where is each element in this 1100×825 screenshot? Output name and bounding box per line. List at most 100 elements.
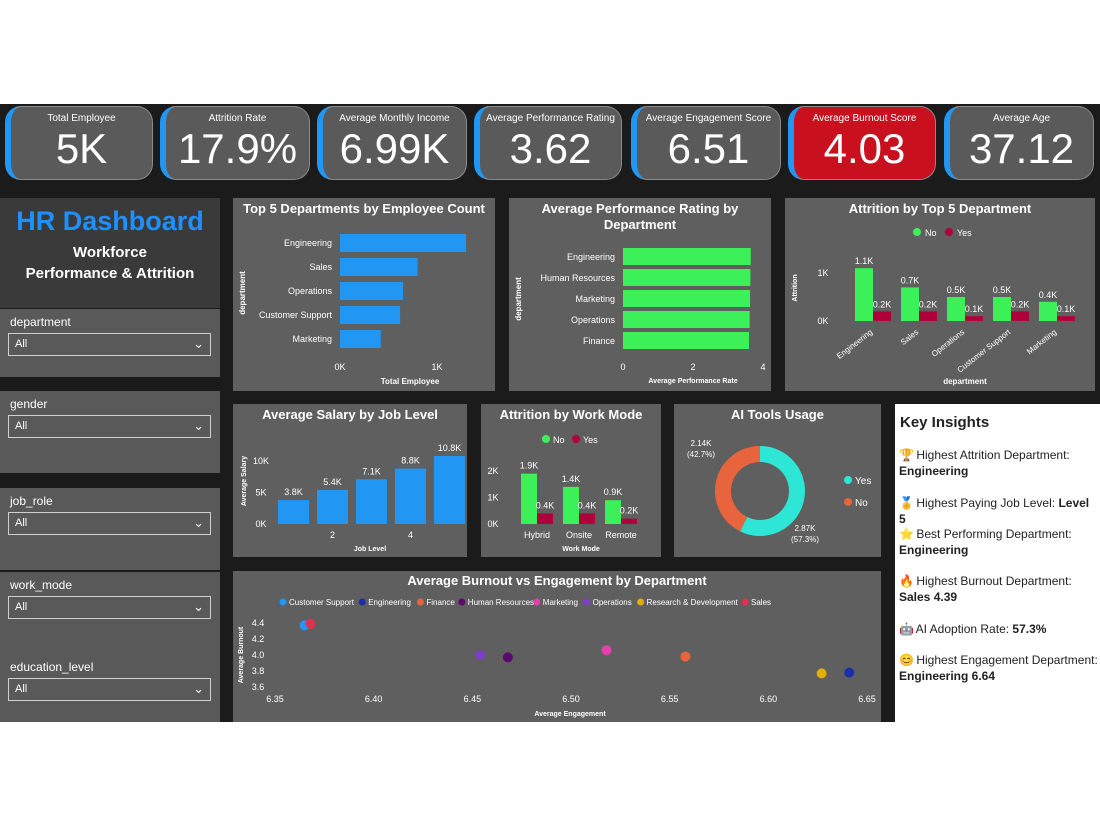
chart-salary-by-job-level[interactable]: Average Salary by Job Level 3.8K 5.4K 7.1K… <box>233 404 467 557</box>
category-label: Marketing <box>292 334 332 344</box>
dashboard-subtitle: Workforce Performance & Attrition <box>0 242 220 284</box>
work-mode-dropdown[interactable]: All ⌄ <box>8 596 211 619</box>
department-dropdown[interactable]: All ⌄ <box>8 333 211 356</box>
insight-value: Level 5 <box>899 496 1090 526</box>
chart-svg: Customer Support Engineering Finance Human … <box>238 598 876 718</box>
chart-burnout-vs-engagement[interactable]: Average Burnout vs Engagement by Departm… <box>233 571 881 722</box>
legend-marker-no <box>542 435 550 443</box>
data-label: 0.1K <box>1057 304 1076 314</box>
tick-label: 0K <box>817 316 828 326</box>
donut-slice <box>740 446 805 536</box>
kpi-value: 6.51 <box>667 125 750 172</box>
bar <box>340 306 401 324</box>
chart-svg: Engineering Human Resources Marketing Opera… <box>514 248 766 385</box>
data-label: 0.2K <box>1011 299 1030 309</box>
trophy-icon: 🏆 <box>899 448 914 462</box>
kpi-label: Average Monthly Income <box>339 113 450 124</box>
data-label: 2.87K <box>795 524 817 533</box>
chevron-down-icon: ⌄ <box>193 515 204 530</box>
chart-performance-by-department[interactable]: Average Performance Rating by Department… <box>509 198 771 391</box>
kpi-label: Average Engagement Score <box>645 113 772 124</box>
tick-label: 2 <box>690 362 695 372</box>
education-level-dropdown[interactable]: All ⌄ <box>8 678 211 701</box>
star-icon: ⭐ <box>899 527 914 541</box>
bar <box>855 268 873 321</box>
category-label: Marketing <box>575 294 615 304</box>
bar <box>434 455 465 524</box>
bar <box>623 269 751 286</box>
kpi-value: 5K <box>55 125 108 172</box>
insight-text: Best Performing Department: <box>916 527 1072 541</box>
legend-label: Yes <box>957 228 972 238</box>
axis-label: Job Level <box>354 546 386 553</box>
category-label: Operations <box>930 327 966 358</box>
smile-icon: 😊 <box>899 653 914 667</box>
insight-value: Engineering <box>899 464 969 478</box>
data-label: (42.7%) <box>687 450 715 459</box>
legend-marker <box>741 598 749 606</box>
bar <box>395 468 426 524</box>
tick-label: 0K <box>334 362 345 372</box>
data-label: 3.8K <box>284 487 303 497</box>
slicer-work-mode: work_mode All ⌄ <box>0 572 220 654</box>
kpi-label: Average Age <box>992 113 1051 124</box>
job-role-dropdown[interactable]: All ⌄ <box>8 512 211 535</box>
chevron-down-icon: ⌄ <box>193 336 204 351</box>
legend-label: Sales <box>751 598 771 607</box>
data-label: 0.4K <box>536 500 555 510</box>
insights-title: Key Insights <box>900 414 990 431</box>
data-label: (57.3%) <box>791 535 819 544</box>
tick-label: 6.45 <box>464 694 482 704</box>
legend-marker <box>458 598 466 606</box>
axis-label: Average Performance Rate <box>648 378 737 385</box>
chart-title: Top 5 Departments by Employee Count <box>243 201 485 216</box>
chart-attrition-by-work-mode[interactable]: Attrition by Work Mode No Yes 1.9K 0.4K Hybr… <box>481 404 661 557</box>
legend-label: Human Resources <box>468 598 534 607</box>
tick-label: 3.8 <box>252 666 265 676</box>
data-label: 1.4K <box>562 474 581 484</box>
chart-top5-departments[interactable]: Top 5 Departments by Employee Count Engi… <box>233 198 495 391</box>
chart-title: Attrition by Top 5 Department <box>848 201 1032 216</box>
data-label: 10.8K <box>438 443 462 453</box>
legend-marker <box>279 598 287 606</box>
subtitle-line-1: Workforce <box>73 244 147 261</box>
chart-attrition-top5[interactable]: Attrition by Top 5 Department No Yes 1.1K 0… <box>785 198 1095 391</box>
legend-marker <box>533 598 541 606</box>
legend-label: Yes <box>583 435 598 445</box>
kpi-attrition-rate: Attrition Rate 17.9% <box>160 106 310 180</box>
tick-label: 5K <box>255 488 266 498</box>
insight-item: 🏅 Highest Paying Job Level: Level 5 <box>899 495 1099 527</box>
insight-text: Highest Engagement Department: <box>916 653 1098 667</box>
bar <box>623 311 750 328</box>
kpi-value: 6.99K <box>339 125 450 172</box>
legend-label: Engineering <box>368 598 411 607</box>
tick-label: 6.50 <box>562 694 580 704</box>
chart-svg: 3.8K 5.4K 7.1K 8.8K 10.8K 0K 5K 10K 2 4 Job Level A… <box>241 443 465 553</box>
scatter-point <box>502 652 513 663</box>
category-label: Remote <box>605 530 637 540</box>
bar <box>579 513 595 524</box>
bar <box>278 500 309 524</box>
tick-label: 1K <box>431 362 442 372</box>
medal-icon: 🏅 <box>899 496 914 510</box>
data-label: 7.1K <box>362 466 381 476</box>
data-label: 0.5K <box>947 285 966 295</box>
chevron-down-icon: ⌄ <box>193 681 204 696</box>
slicer-label: education_level <box>10 660 94 674</box>
bar <box>623 248 751 265</box>
axis-label: Attrition <box>792 274 799 301</box>
insight-text: Highest Paying Job Level: <box>916 496 1056 510</box>
dropdown-value: All <box>15 338 28 350</box>
data-label: 0.5K <box>993 285 1012 295</box>
tick-label: 2 <box>330 530 335 540</box>
bar <box>356 479 387 524</box>
bar <box>621 518 637 524</box>
gender-dropdown[interactable]: All ⌄ <box>8 415 211 438</box>
chart-ai-tools-usage[interactable]: AI Tools Usage 2.87K (57.3%) 2.14K (42.7%) Y… <box>674 404 881 557</box>
kpi-total-employee: Total Employee 5K <box>5 106 153 180</box>
tick-label: 1K <box>487 493 498 503</box>
tick-label: 1K <box>817 268 828 278</box>
category-label: Sales <box>309 262 332 272</box>
category-label: Customer Support <box>259 310 333 320</box>
category-label: Engineering <box>835 327 874 360</box>
